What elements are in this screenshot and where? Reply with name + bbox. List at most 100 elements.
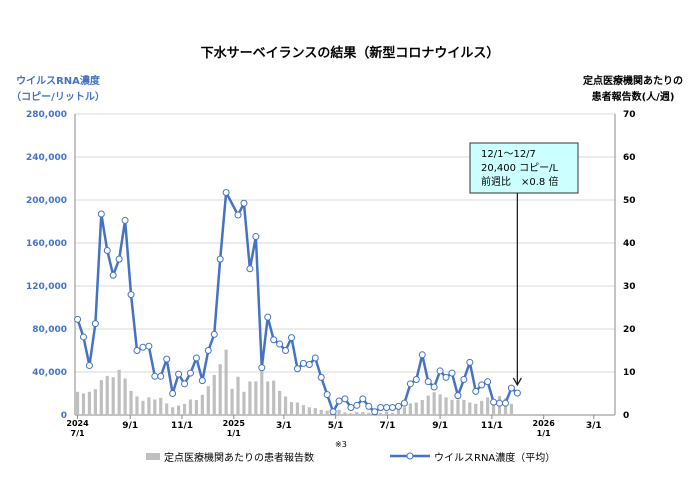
left-axis-label-1: ウイルスRNA濃度	[16, 74, 101, 87]
line-point	[400, 399, 408, 407]
left-tick-label: 80,000	[32, 325, 67, 335]
line-point	[406, 380, 414, 388]
line-point	[181, 380, 189, 388]
annotation-line-3: 前週比 ×0.8 倍	[481, 175, 558, 188]
bar	[176, 405, 181, 415]
line-point	[192, 354, 200, 362]
bar	[99, 380, 103, 415]
line-point	[472, 387, 480, 395]
right-tick-label: 10	[623, 368, 636, 378]
bar	[159, 397, 163, 415]
bar	[141, 400, 145, 415]
line-point	[478, 381, 486, 389]
line-point	[347, 403, 355, 411]
x-tick-year: 2024	[66, 419, 89, 428]
bar	[414, 402, 418, 415]
line-point	[513, 389, 521, 397]
bar	[272, 380, 276, 415]
line-point	[157, 372, 165, 380]
line-point	[460, 376, 468, 384]
left-tick-label: 280,000	[26, 110, 67, 120]
bar	[171, 407, 175, 415]
line-point	[329, 408, 337, 416]
line-point	[282, 347, 290, 354]
line-point	[79, 333, 87, 341]
x-tick-label: 3/1	[586, 421, 602, 431]
line-point	[377, 403, 385, 411]
bar	[367, 412, 371, 415]
bar	[224, 349, 228, 415]
legend-bar-label: 定点医療機関あたりの患者報告数	[164, 451, 314, 464]
line-point	[163, 355, 171, 363]
line-point	[448, 369, 456, 377]
annotation-arrowhead	[512, 377, 522, 387]
x-tick-label: 5/1	[328, 421, 344, 431]
left-tick-label: 0	[61, 411, 67, 421]
line-point	[484, 378, 492, 386]
line-point	[91, 320, 99, 328]
bar	[385, 411, 389, 415]
annotation-line-1: 12/1～12/7	[481, 149, 536, 160]
left-tick-label: 160,000	[26, 239, 67, 249]
bar	[188, 399, 193, 415]
chart-title: 下水サーベイランスの結果（新型コロナウイルス）	[201, 45, 500, 61]
bar	[206, 386, 210, 415]
line-point	[311, 354, 319, 362]
line-point	[305, 360, 313, 368]
annotation-line-2: 20,400 コピー/L	[481, 162, 559, 174]
line-point	[175, 370, 183, 378]
line-point	[210, 330, 218, 338]
line-point	[246, 265, 254, 273]
bar	[289, 402, 294, 415]
line-point	[74, 315, 82, 323]
bar	[307, 407, 311, 415]
bar	[260, 369, 264, 415]
line-point	[85, 362, 93, 370]
bar	[242, 391, 246, 415]
bar	[426, 395, 430, 415]
bar	[396, 409, 401, 415]
right-tick-label: 30	[623, 282, 636, 292]
line-point	[430, 383, 438, 391]
bar	[509, 403, 514, 415]
bar	[325, 410, 329, 415]
bar	[200, 394, 204, 415]
line-point	[418, 351, 426, 359]
line-point	[341, 395, 349, 403]
x-tick-label: 7/1	[380, 421, 396, 431]
bar	[117, 369, 121, 415]
line-point	[169, 390, 177, 397]
legend-line-label: ウイルスRNA濃度（平均）	[434, 451, 555, 464]
bar	[319, 409, 323, 415]
bar	[480, 400, 484, 415]
bar	[81, 393, 86, 415]
right-tick-label: 60	[623, 153, 636, 163]
bar	[313, 408, 317, 415]
left-tick-label: 200,000	[26, 196, 67, 206]
x-tick-label: 3/1	[276, 421, 292, 431]
left-tick-label: 120,000	[26, 282, 67, 292]
line-point	[115, 255, 123, 263]
bar	[123, 378, 127, 415]
left-tick-label: 240,000	[26, 153, 67, 163]
bar	[165, 403, 169, 415]
bar	[301, 405, 305, 415]
bar	[283, 396, 288, 415]
bar	[218, 364, 222, 415]
bar	[349, 413, 353, 415]
bar	[212, 375, 216, 415]
line-point	[359, 395, 367, 403]
line-point	[276, 340, 284, 348]
line-point	[103, 247, 111, 255]
line-point	[270, 336, 278, 344]
line-point	[365, 402, 373, 410]
bar	[468, 402, 472, 415]
line-point	[145, 342, 153, 350]
bar	[295, 402, 300, 415]
bar	[361, 411, 365, 415]
line-point	[222, 188, 230, 196]
bar	[462, 399, 466, 415]
line-point	[97, 210, 105, 218]
x-tick-label: 9/1	[122, 421, 138, 431]
x-tick-label: 11/1	[171, 421, 193, 431]
